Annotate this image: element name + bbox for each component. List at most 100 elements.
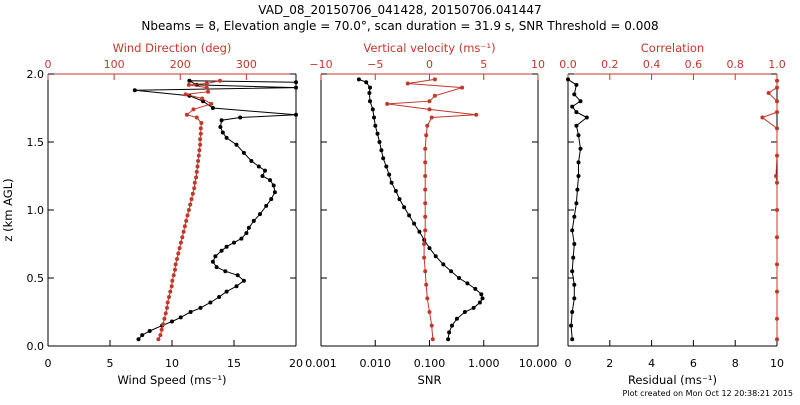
data-point-black bbox=[427, 246, 432, 251]
data-point-red bbox=[158, 333, 163, 338]
data-point-black bbox=[375, 131, 380, 136]
data-point-red bbox=[186, 82, 191, 87]
data-point-black bbox=[471, 305, 476, 310]
series-line-red bbox=[387, 78, 477, 340]
series-line-black bbox=[567, 78, 588, 340]
data-point-black bbox=[450, 323, 454, 328]
data-point-red bbox=[183, 92, 188, 97]
data-point-red bbox=[427, 310, 432, 314]
data-point-black bbox=[140, 333, 145, 338]
data-point-black bbox=[473, 286, 478, 291]
data-point-black bbox=[574, 110, 579, 115]
panel-right: 0 2 4 6 8 10 Residual (ms⁻¹) 0.0 0.2 0.4 0.6 0.8 1.0… bbox=[559, 41, 786, 387]
data-point-black bbox=[377, 140, 382, 144]
x-bottom-tick-label: 0 bbox=[45, 357, 52, 370]
data-point-black bbox=[402, 205, 407, 210]
data-point-black bbox=[214, 265, 219, 270]
x-bottom-tick-label: 0.001 bbox=[305, 357, 337, 370]
data-point-black bbox=[457, 276, 461, 280]
data-point-black bbox=[393, 189, 398, 193]
series-line-red bbox=[157, 80, 221, 340]
data-point-black bbox=[208, 300, 213, 305]
data-point-black bbox=[220, 130, 225, 135]
data-point-red bbox=[198, 142, 203, 147]
data-point-black bbox=[566, 77, 570, 82]
data-point-red bbox=[192, 186, 197, 191]
data-point-black bbox=[136, 337, 141, 342]
data-point-red bbox=[198, 131, 203, 136]
data-point-black bbox=[210, 259, 215, 264]
data-point-black bbox=[575, 187, 580, 192]
data-point-red bbox=[176, 251, 181, 256]
data-point-black bbox=[379, 148, 384, 153]
data-point-red bbox=[194, 169, 199, 174]
data-point-black bbox=[578, 146, 583, 151]
data-point-black bbox=[264, 203, 269, 208]
data-point-red bbox=[775, 262, 779, 267]
data-point-red bbox=[423, 146, 428, 151]
data-point-black bbox=[188, 310, 193, 314]
data-point-black bbox=[389, 180, 394, 185]
data-point-black bbox=[187, 78, 192, 83]
data-point-black bbox=[572, 92, 577, 97]
data-point-black bbox=[263, 168, 267, 173]
data-point-red bbox=[774, 174, 778, 178]
data-point-red bbox=[423, 269, 428, 274]
data-point-red bbox=[775, 99, 779, 104]
x-bottom-tick-label: 10 bbox=[770, 357, 784, 370]
x-top-axis-label: Vertical velocity (ms⁻¹) bbox=[363, 41, 495, 55]
data-point-red bbox=[199, 121, 204, 125]
data-point-red bbox=[196, 159, 201, 163]
data-point-black bbox=[387, 172, 392, 177]
data-point-black bbox=[574, 201, 579, 206]
data-point-red bbox=[424, 282, 429, 287]
data-point-black bbox=[224, 135, 229, 140]
x-bottom-tick-label: 10 bbox=[165, 357, 179, 370]
data-point-black bbox=[294, 80, 298, 85]
data-point-red bbox=[167, 295, 171, 299]
data-point-black bbox=[572, 214, 577, 219]
data-point-red bbox=[188, 202, 193, 207]
x-top-tick-label: 0.2 bbox=[601, 58, 619, 71]
data-point-red bbox=[429, 323, 434, 328]
data-point-black bbox=[251, 218, 256, 223]
data-point-red bbox=[165, 305, 169, 310]
data-point-red bbox=[430, 337, 435, 342]
x-bottom-tick-label: 5 bbox=[107, 357, 114, 370]
data-point-red bbox=[192, 180, 197, 185]
x-bottom-tick-label: 0.100 bbox=[414, 357, 446, 370]
data-point-black bbox=[372, 115, 376, 120]
data-point-black bbox=[397, 197, 402, 202]
data-point-black bbox=[271, 183, 276, 188]
data-point-black bbox=[235, 273, 240, 278]
data-point-red bbox=[775, 316, 779, 321]
data-point-red bbox=[775, 337, 779, 342]
data-point-black bbox=[572, 296, 577, 301]
data-point-red bbox=[173, 262, 178, 267]
data-point-black bbox=[384, 164, 389, 169]
data-point-red bbox=[422, 255, 427, 260]
x-bottom-tick-label: 15 bbox=[227, 357, 241, 370]
data-point-red bbox=[423, 201, 428, 206]
data-point-black bbox=[249, 159, 254, 163]
data-point-red bbox=[775, 78, 779, 83]
data-point-black bbox=[239, 236, 244, 241]
data-point-black bbox=[269, 197, 274, 202]
data-point-black bbox=[367, 91, 372, 95]
data-point-black bbox=[294, 85, 298, 90]
data-point-red bbox=[427, 99, 432, 104]
data-point-red bbox=[175, 257, 179, 261]
data-point-red bbox=[171, 273, 176, 278]
data-point-red bbox=[423, 187, 428, 192]
data-point-red bbox=[198, 126, 203, 131]
data-point-red bbox=[766, 91, 771, 95]
data-point-red bbox=[474, 112, 479, 117]
data-point-black bbox=[294, 112, 298, 117]
data-point-black bbox=[454, 316, 459, 321]
x-bottom-axis-label: Residual (ms⁻¹) bbox=[628, 373, 717, 387]
data-point-black bbox=[576, 160, 581, 165]
data-point-black bbox=[234, 142, 239, 147]
data-point-black bbox=[217, 295, 222, 299]
data-point-red bbox=[190, 191, 195, 196]
data-point-black bbox=[219, 118, 224, 123]
